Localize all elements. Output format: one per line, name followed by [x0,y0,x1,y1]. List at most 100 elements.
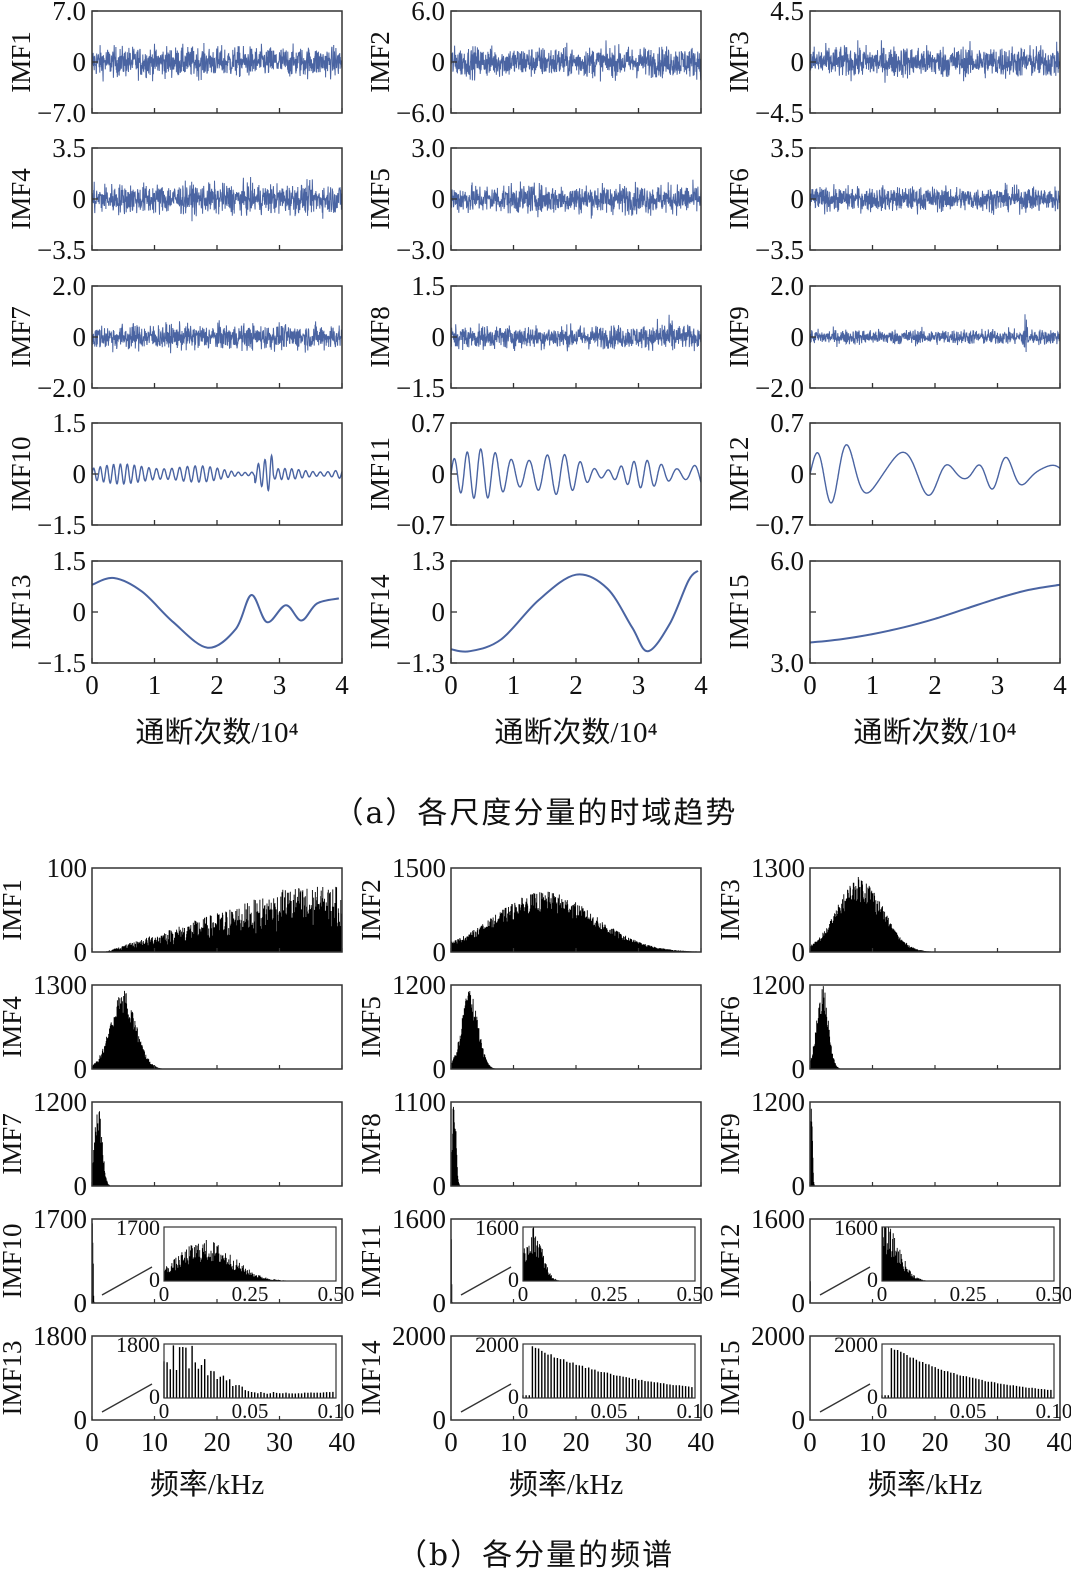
x-tick-label: 10 [859,1427,886,1457]
x-tick-label: 0 [444,670,458,700]
inset-frame [882,1344,1054,1398]
series-imf13 [92,578,339,648]
y-tick-label: −1.5 [396,373,445,403]
zoom-connector [461,1267,511,1295]
y-axis-label: IMF12 [715,1223,745,1298]
y-tick-label: 0 [791,459,805,489]
y-tick-label: 6.0 [770,546,804,576]
caption-a: （a）各尺度分量的时域趋势 [0,788,1071,832]
y-tick-label: 1600 [751,1204,805,1234]
y-tick-label: 1300 [751,853,805,883]
y-axis-label: IMF9 [724,306,754,368]
plot-frame [451,985,701,1069]
x-tick-label: 0 [85,1427,99,1457]
x-tick-label: 30 [625,1427,652,1457]
plot-frame [92,561,342,663]
y-tick-label: 2.0 [52,271,86,301]
inset-y-tick-label: 2000 [834,1332,878,1357]
y-tick-label: 0 [432,184,446,214]
y-tick-label: 0 [792,937,806,967]
inset-y-tick-label: 1700 [116,1215,160,1240]
series-imf7 [92,320,342,353]
x-axis-label: 通断次数/10⁴ [135,716,298,749]
y-tick-label: 0 [74,1054,88,1084]
y-axis-label: IMF7 [6,306,36,368]
inset-x-tick-label: 0 [877,1282,888,1306]
inset-frame [164,1344,336,1398]
y-tick-label: 3.0 [411,133,445,163]
y-tick-label: 1200 [751,1087,805,1117]
x-tick-label: 40 [329,1427,356,1457]
x-axis-label: 通断次数/10⁴ [494,716,657,749]
y-axis-label: IMF13 [6,574,36,649]
inset-y-tick-label: 1800 [116,1332,160,1357]
y-tick-label: 0 [73,47,87,77]
inset-x-tick-label: 0 [877,1399,888,1423]
y-tick-label: 1.5 [52,546,86,576]
y-tick-label: −1.5 [37,510,86,540]
plot-frame [810,1102,1060,1186]
x-tick-label: 1 [148,670,162,700]
y-tick-label: 1300 [33,970,87,1000]
y-tick-label: 0 [73,184,87,214]
y-tick-label: 0 [792,1171,806,1201]
x-tick-label: 30 [266,1427,293,1457]
y-tick-label: 1.5 [52,408,86,438]
x-tick-label: 3 [991,670,1005,700]
y-tick-label: 0 [74,1288,88,1318]
y-tick-label: 2.0 [770,271,804,301]
zoom-connector [820,1384,870,1412]
y-tick-label: 1800 [33,1321,87,1351]
y-tick-label: −3.0 [396,235,445,265]
y-tick-label: 0 [792,1054,806,1084]
y-axis-label: IMF2 [356,879,386,941]
y-axis-label: IMF6 [724,168,754,230]
plot-frame [451,561,701,663]
inset-frame [523,1344,695,1398]
x-tick-label: 10 [141,1427,168,1457]
y-axis-label: IMF4 [0,996,27,1058]
spectrum-imf2 [451,892,701,952]
y-tick-label: 0.7 [770,408,804,438]
y-tick-label: −1.5 [37,648,86,678]
y-tick-label: 1100 [393,1087,446,1117]
y-axis-label: IMF4 [6,168,36,230]
x-tick-label: 1 [866,670,880,700]
y-axis-label: IMF8 [365,306,395,368]
series-imf9 [810,314,1060,352]
x-tick-label: 0 [444,1427,458,1457]
plot-frame [810,561,1060,663]
inset-x-tick-label: 0 [518,1399,529,1423]
y-tick-label: 0 [432,597,446,627]
y-tick-label: 4.5 [770,0,804,26]
y-axis-label: IMF1 [6,31,36,93]
series-imf10 [92,456,342,491]
zoom-connector [820,1267,870,1295]
y-tick-label: 0 [792,1288,806,1318]
y-tick-label: −4.5 [755,98,804,128]
y-tick-label: −3.5 [755,235,804,265]
y-tick-label: 0 [433,1171,447,1201]
y-axis-label: IMF15 [724,574,754,649]
y-axis-label: IMF3 [724,31,754,93]
inset-x-tick-label: 0.50 [677,1282,714,1306]
x-tick-label: 4 [335,670,349,700]
x-axis-label: 频率/kHz [509,1468,624,1501]
y-axis-label: IMF9 [715,1113,745,1175]
y-tick-label: 0 [791,184,805,214]
y-tick-label: 3.5 [52,133,86,163]
plot-frame [92,1102,342,1186]
x-axis-label: 通断次数/10⁴ [853,716,1016,749]
y-axis-label: IMF12 [724,436,754,511]
x-tick-label: 20 [922,1427,949,1457]
